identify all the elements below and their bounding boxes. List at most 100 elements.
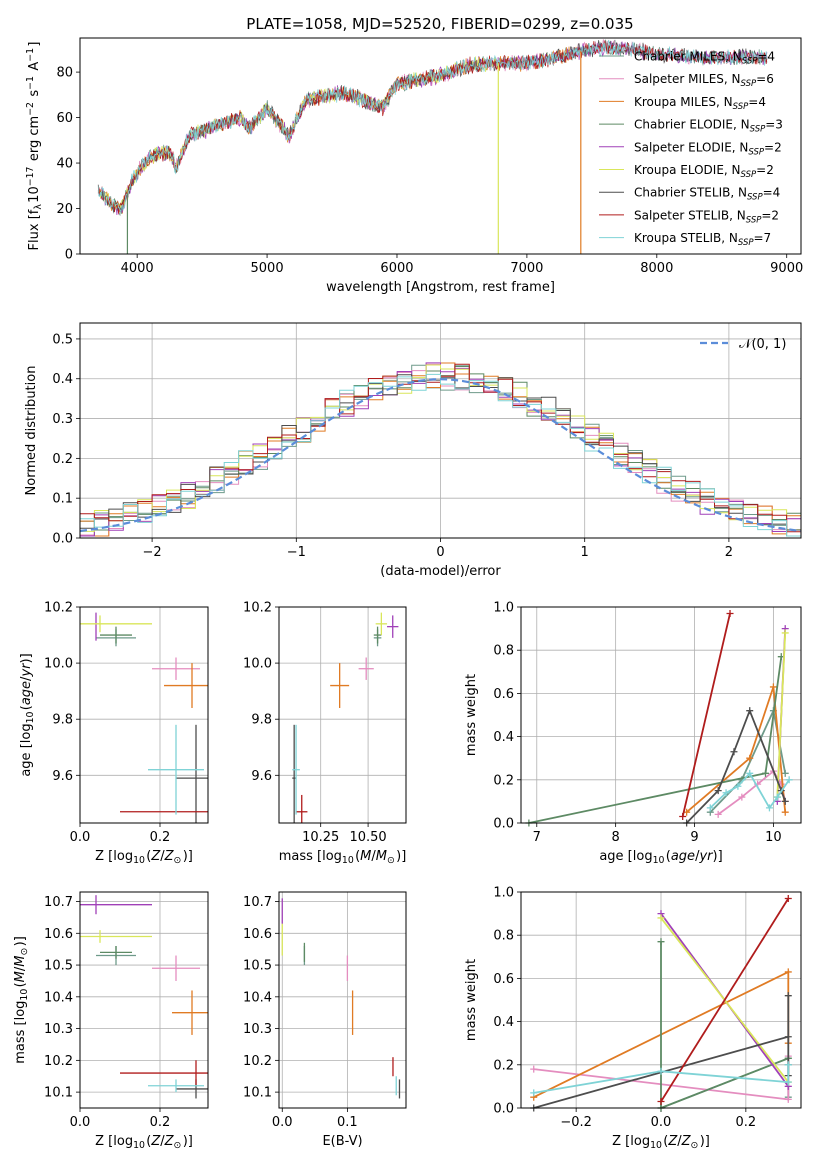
- x-tick-label: 0.2: [150, 1115, 171, 1130]
- weight-marker: [784, 894, 792, 902]
- x-tick-label: 0: [436, 545, 444, 560]
- y-tick-label: 0: [65, 248, 73, 263]
- spectrum-line: [97, 46, 582, 214]
- y-tick-label: 1.0: [493, 886, 514, 901]
- x-tick-label: 0.0: [70, 830, 91, 845]
- weight-marker: [746, 754, 754, 762]
- legend-label: Salpeter ELODIE, NSSP=2: [634, 140, 782, 157]
- x-tick-label: 7: [533, 830, 541, 845]
- y-axis-label: Flux [fλ 10−17 erg cm−2 s−1 A−1 ]: [25, 42, 44, 251]
- x-axis-label: wavelength [Angstrom, rest frame]: [326, 280, 555, 295]
- age-vs-mass-panel: 10.25 10.50 9.6 9.8 10.0 10.2 mass [log10 (M/M…: [243, 601, 407, 866]
- weight-series-line: [660, 941, 789, 1108]
- y-tick-label: 60: [56, 111, 73, 126]
- legend-label: Kroupa STELIB, NSSP=7: [634, 231, 771, 248]
- x-tick-label: −2: [143, 545, 162, 560]
- x-tick-label: 0.0: [651, 1115, 672, 1130]
- weight-series-line: [528, 656, 783, 823]
- weight-marker: [657, 914, 665, 922]
- weight-marker: [746, 769, 754, 777]
- x-tick-label: 7000: [510, 261, 543, 276]
- x-tick-label: 0.2: [150, 830, 171, 845]
- x-tick-label: −1: [287, 545, 306, 560]
- y-tick-label: 0.8: [493, 644, 514, 659]
- weight-series-line: [533, 1064, 790, 1094]
- y-tick-label: 0.2: [52, 452, 73, 467]
- x-tick-label: 8: [612, 830, 620, 845]
- weight-marker: [738, 793, 746, 801]
- y-tick-label: 0.1: [52, 492, 73, 507]
- y-tick-label: 10.5: [44, 959, 73, 974]
- errorbar-point: [164, 663, 208, 708]
- weight-marker: [530, 1089, 538, 1097]
- x-tick-label: 10.50: [349, 830, 386, 845]
- y-tick-label: 10.7: [243, 895, 272, 910]
- spectrum-line: [97, 39, 768, 213]
- x-axis-label: E(B-V): [322, 1134, 362, 1149]
- residual-legend: 𝒩(0, 1): [700, 337, 786, 352]
- axes-frame: [79, 606, 209, 824]
- weight-marker: [784, 992, 792, 1000]
- y-tick-label: 80: [56, 66, 73, 81]
- axes-frame: [79, 37, 802, 255]
- x-axis-label: Z [log10 (Z/Z⊙ )]: [612, 1134, 710, 1151]
- y-tick-label: 0.0: [493, 1102, 514, 1117]
- legend-label: Chabrier MILES, NSSP=4: [634, 50, 775, 67]
- y-tick-label: 10.3: [243, 1022, 272, 1037]
- y-tick-label: 10.1: [44, 1086, 73, 1101]
- weight-marker: [730, 748, 738, 756]
- legend-label: Salpeter STELIB, NSSP=2: [634, 208, 779, 225]
- spectrum-line: [97, 40, 768, 214]
- y-tick-label: 0.6: [493, 972, 514, 987]
- x-tick-label: 9: [690, 830, 698, 845]
- y-tick-label: 0.8: [493, 929, 514, 944]
- x-tick-label: 8000: [640, 261, 673, 276]
- errorbar-point: [387, 615, 399, 638]
- y-tick-label: 9.8: [52, 713, 73, 728]
- weight-marker: [784, 968, 792, 976]
- errorbar-point: [80, 930, 152, 943]
- legend-label: Chabrier ELODIE, NSSP=3: [634, 118, 783, 135]
- weight-marker: [726, 609, 734, 617]
- axes-frame: [79, 322, 802, 539]
- y-tick-label: 10.2: [243, 1054, 272, 1069]
- y-tick-label: 10.2: [44, 1054, 73, 1069]
- normal-reference-curve: [80, 378, 801, 533]
- axes-frame: [520, 606, 802, 824]
- spectrum-panel: 4000 5000 6000 7000 8000 9000 0 20 40 60 80 wavelen…: [25, 37, 803, 295]
- y-tick-label: 10.4: [44, 990, 73, 1005]
- weight-marker: [769, 683, 777, 691]
- y-tick-label: 20: [56, 202, 73, 217]
- y-axis-label: age [log10 (age/yr)]: [19, 653, 36, 776]
- y-tick-label: 0.5: [52, 332, 73, 347]
- weight-marker: [714, 810, 722, 818]
- y-tick-label: 40: [56, 157, 73, 172]
- errorbar-point: [152, 955, 200, 981]
- x-axis-label: Z [log10 (Z/Z⊙ )]: [95, 1134, 193, 1151]
- legend-label: Kroupa ELODIE, NSSP=2: [634, 163, 774, 180]
- mass-vs-ebv-panel: 0.0 0.1 10.1 10.2 10.3 10.4 10.5 10.6 10.7 E(B-V): [243, 891, 407, 1149]
- weight-marker: [785, 776, 793, 784]
- x-tick-label: −0.2: [560, 1115, 592, 1130]
- residual-histogram-panel: −2 −1 0 1 2 0.0 0.1 0.2 0.3 0.4 0.5 (data-model)/er…: [24, 322, 802, 579]
- x-tick-label: 10.25: [302, 830, 339, 845]
- weight-vs-age-panel: 7 8 9 10 0.0 0.2 0.4 0.6 0.8 1.0 age [log10 (age/y…: [464, 601, 802, 866]
- errorbar-point: [292, 724, 300, 815]
- errorbar-point: [100, 946, 132, 959]
- y-tick-label: 0.4: [493, 1015, 514, 1030]
- y-tick-label: 0.0: [52, 532, 73, 547]
- y-tick-label: 0.0: [493, 817, 514, 832]
- weight-marker: [746, 707, 754, 715]
- y-axis-label: mass [log10 (M/M⊙ )]: [13, 936, 30, 1064]
- errorbar-point: [373, 626, 382, 644]
- axes-frame: [79, 891, 209, 1109]
- y-tick-label: 0.4: [52, 372, 73, 387]
- weight-marker: [773, 793, 781, 801]
- legend-label: 𝒩(0, 1): [739, 337, 786, 352]
- axes-frame: [520, 891, 802, 1109]
- x-tick-label: 10: [765, 830, 782, 845]
- weight-series-line: [685, 708, 787, 823]
- x-axis-label: age [log10 (age/yr)]: [599, 849, 722, 866]
- weight-marker: [706, 804, 714, 812]
- y-tick-label: 9.6: [52, 769, 73, 784]
